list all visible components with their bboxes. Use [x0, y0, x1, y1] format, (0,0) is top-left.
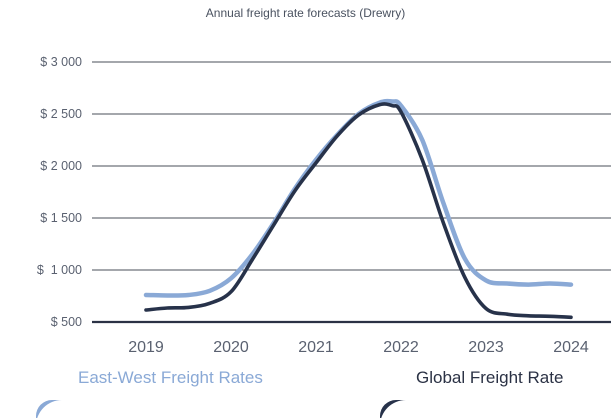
- x-tick-label: 2022: [383, 339, 419, 356]
- series-line-global-freight-rate: [144, 102, 573, 320]
- series-line-east-west-freight-rates: [143, 98, 574, 298]
- legend-label: East-West Freight Rates: [78, 368, 263, 387]
- series-lines: [143, 98, 574, 320]
- x-tick-label: 2019: [128, 339, 164, 356]
- y-axis-labels: $ 500 $ 1 000 $ 1 500 $ 2 000 $ 2 500 $ 3 000: [37, 55, 82, 329]
- y-tick-label: $ 3 000: [40, 55, 82, 69]
- y-tick-label: $ 2 500: [40, 107, 82, 121]
- x-tick-label: 2020: [213, 339, 249, 356]
- y-tick-label: $ 1 000: [37, 263, 82, 277]
- x-tick-label: 2024: [553, 339, 589, 356]
- x-tick-label: 2023: [468, 339, 504, 356]
- y-tick-label: $ 2 000: [40, 159, 82, 173]
- legend-label: Global Freight Rate: [416, 368, 563, 387]
- x-axis-labels: 2019 2020 2021 2022 2023 2024: [128, 339, 589, 356]
- legend: East-West Freight Rates Global Freight Ra…: [36, 368, 563, 418]
- x-tick-label: 2021: [298, 339, 334, 356]
- gridlines: [92, 61, 611, 324]
- y-tick-label: $ 1 500: [40, 211, 82, 225]
- chart-title: Annual freight rate forecasts (Drewry): [205, 6, 406, 20]
- legend-swatch: [380, 400, 406, 418]
- legend-swatch: [36, 400, 62, 418]
- y-tick-label: $ 500: [51, 315, 82, 329]
